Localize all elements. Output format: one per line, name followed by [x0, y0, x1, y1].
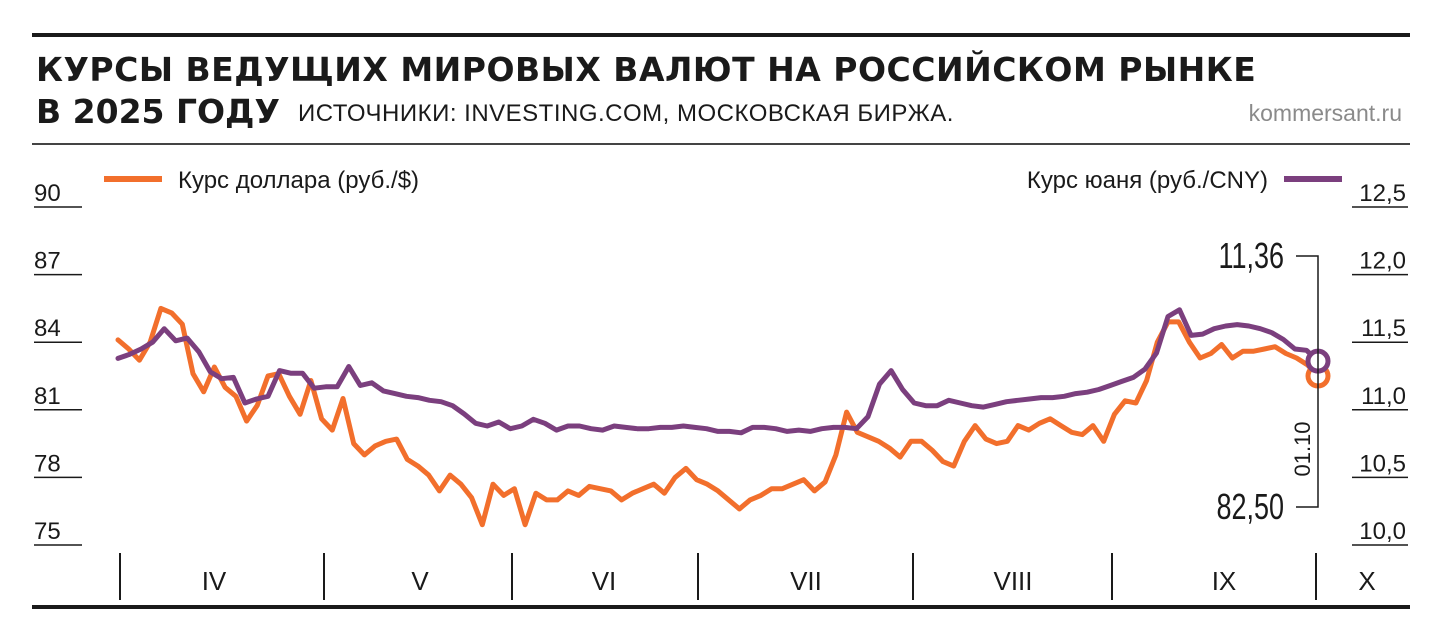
left-tick-label: 90	[34, 180, 61, 207]
right-tick-label: 12,5	[1359, 180, 1406, 207]
date-label: 01.10	[1290, 421, 1315, 476]
month-label: V	[411, 566, 429, 596]
cny-last-value: 11,36	[1218, 235, 1284, 276]
month-label: VII	[790, 566, 822, 596]
right-tick-label: 11,5	[1361, 315, 1406, 342]
left-tick-label: 75	[34, 518, 61, 545]
month-label: VIII	[993, 566, 1032, 596]
month-label: VI	[592, 566, 617, 596]
month-label: X	[1358, 566, 1375, 596]
right-tick-label: 12,0	[1359, 248, 1406, 275]
usd-series-line	[118, 308, 1318, 524]
month-label: IV	[202, 566, 227, 596]
right-tick-label: 10,5	[1359, 450, 1406, 477]
currency-chart: 90 87 84 81 78 75 12,5 12,0 11,5 11,0 10,5 10,0 IV V V…	[0, 0, 1440, 641]
left-tick-label: 78	[34, 450, 61, 477]
usd-last-value: 82,50	[1216, 486, 1284, 527]
right-tick-label: 11,0	[1361, 383, 1406, 410]
left-tick-label: 81	[34, 383, 61, 410]
usd-legend-label: Курс доллара (руб./$)	[178, 167, 419, 194]
left-tick-label: 84	[34, 315, 61, 342]
month-label: IX	[1212, 566, 1237, 596]
right-tick-label: 10,0	[1359, 518, 1406, 545]
left-tick-label: 87	[34, 248, 61, 275]
cny-legend-label: Курс юаня (руб./CNY)	[1027, 167, 1268, 194]
